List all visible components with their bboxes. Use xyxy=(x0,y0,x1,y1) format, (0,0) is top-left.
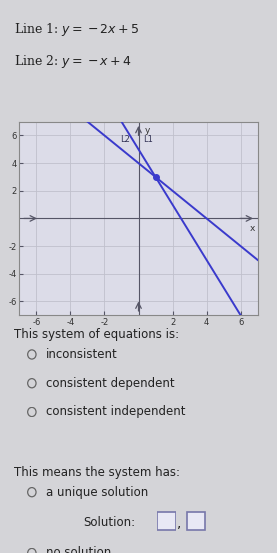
Text: inconsistent: inconsistent xyxy=(46,348,117,361)
Text: no solution: no solution xyxy=(46,546,111,553)
FancyBboxPatch shape xyxy=(187,512,206,530)
FancyBboxPatch shape xyxy=(157,512,176,530)
Text: L2: L2 xyxy=(120,135,130,144)
Text: ,: , xyxy=(177,515,181,530)
Text: Line 2: $y = -x + 4$: Line 2: $y = -x + 4$ xyxy=(14,53,132,70)
Text: a unique solution: a unique solution xyxy=(46,486,148,499)
Text: consistent dependent: consistent dependent xyxy=(46,377,174,390)
Text: y: y xyxy=(145,126,150,135)
Text: Solution:: Solution: xyxy=(83,516,135,529)
Text: Line 1: $y = -2x + 5$: Line 1: $y = -2x + 5$ xyxy=(14,21,139,38)
Text: consistent independent: consistent independent xyxy=(46,405,185,419)
Text: This system of equations is:: This system of equations is: xyxy=(14,328,179,342)
Text: x: x xyxy=(250,224,255,233)
Text: L1: L1 xyxy=(143,135,153,144)
Text: This means the system has:: This means the system has: xyxy=(14,466,180,479)
